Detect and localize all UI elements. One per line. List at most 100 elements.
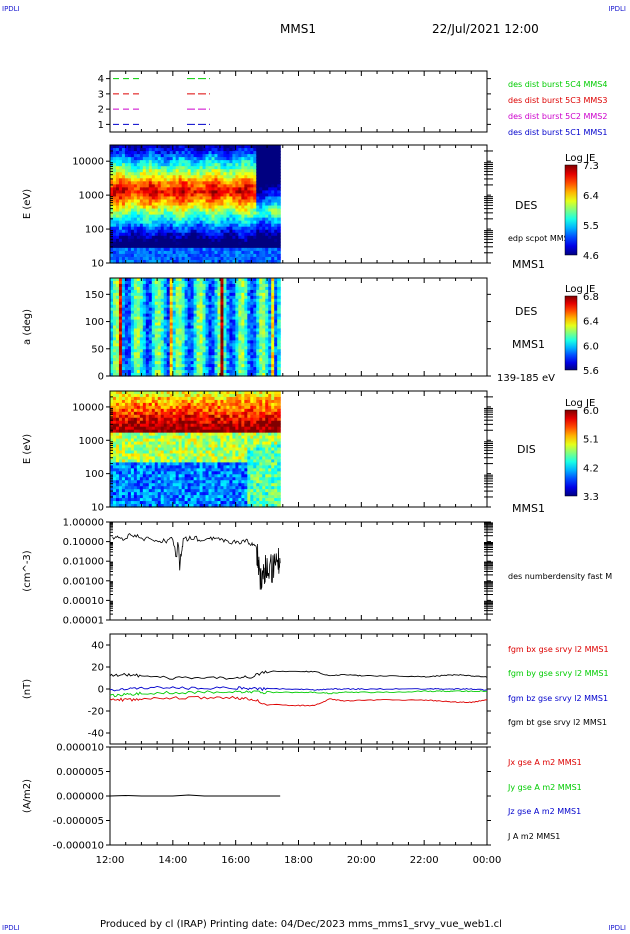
des-energy-cell: [121, 196, 126, 201]
des-energy-cell: [124, 214, 129, 219]
des-energy-cell: [223, 226, 228, 231]
des-energy-cell: [241, 193, 245, 198]
des-energy-cell: [151, 199, 156, 204]
des-energy-cell: [268, 199, 272, 204]
des-energy-cell: [181, 238, 186, 243]
dis-energy-cell: [127, 477, 132, 481]
des-pitch-cell: [110, 295, 114, 300]
dis-energy-cell: [127, 405, 132, 410]
des-energy-cell: [169, 241, 174, 246]
des-energy-cell: [265, 223, 269, 228]
des-energy-cell: [160, 232, 165, 237]
des-energy-cell: [142, 247, 147, 252]
des-energy-cell: [223, 178, 228, 182]
des-energy-cell: [214, 187, 219, 191]
dis-energy-cell: [136, 420, 141, 425]
des-pitch-cell: [151, 337, 156, 341]
dis-energy-cell: [124, 408, 129, 413]
des-pitch-cell: [163, 286, 168, 291]
des-pitch-cell: [172, 298, 177, 303]
des-pitch-cell: [244, 292, 248, 297]
des-pitch-cell: [238, 337, 242, 341]
des-energy-cell: [274, 169, 278, 173]
dis-energy-cell: [139, 420, 144, 425]
des-energy-cell: [187, 241, 192, 246]
des-energy-cell: [181, 232, 186, 237]
des-energy-cell: [184, 229, 189, 234]
des-energy-cell: [217, 235, 222, 240]
des-energy-cell: [160, 184, 165, 188]
des-pitch-cell: [169, 340, 174, 344]
des-energy-cell: [148, 172, 153, 176]
des-energy-cell: [238, 160, 242, 164]
des-energy-cell: [166, 193, 171, 198]
dis-energy-cell: [136, 402, 141, 407]
des-pitch-cell: [211, 343, 216, 347]
des-pitch-cell: [172, 325, 177, 330]
des-pitch-cell: [178, 280, 183, 285]
des-energy-cell: [262, 169, 266, 173]
des-energy-cell: [127, 235, 132, 240]
des-energy-cell: [208, 160, 213, 164]
des-energy-cell: [145, 202, 150, 207]
des-energy-cell: [253, 256, 257, 261]
des-pitch-cell: [250, 289, 254, 294]
dis-energy-cell: [139, 456, 144, 461]
des-energy-cell: [250, 217, 254, 222]
des-energy-cell: [247, 184, 251, 188]
des-energy-cell: [112, 211, 117, 216]
des-energy-cell: [163, 250, 168, 255]
des-energy-cell: [247, 193, 251, 198]
des-pitch-cell: [139, 319, 144, 324]
dis-energy-cell: [142, 498, 147, 502]
des-energy-cell: [139, 196, 144, 201]
des-energy-cell: [253, 229, 257, 234]
des-pitch-cell: [145, 280, 150, 285]
des-pitch-cell: [262, 331, 266, 336]
des-energy-cell: [247, 217, 251, 222]
des-energy-cell: [157, 229, 162, 234]
des-energy-cell: [211, 193, 216, 198]
des-pitch-cell: [259, 278, 263, 282]
des-energy-cell: [181, 148, 186, 152]
dis-energy-cell: [110, 486, 114, 490]
des-energy-cell: [247, 238, 251, 243]
des-pitch-cell: [259, 352, 263, 356]
des-energy-cell: [127, 166, 132, 170]
des-energy-cell: [175, 169, 180, 173]
des-pitch-cell: [127, 278, 132, 282]
des-pitch-cell: [271, 298, 275, 303]
des-pitch-cell: [118, 289, 123, 294]
des-energy-cell: [175, 250, 180, 255]
des-pitch-cell: [145, 361, 150, 365]
dis-energy-cell: [112, 480, 117, 484]
des-pitch-cell: [136, 307, 141, 312]
dis-energy-cell: [133, 474, 138, 478]
des-pitch-cell: [214, 289, 219, 294]
des-pitch-cell: [151, 328, 156, 333]
des-energy-cell: [181, 145, 186, 149]
des-energy-cell: [115, 229, 120, 234]
des-energy-cell: [157, 184, 162, 188]
des-pitch-y-label: 0: [98, 372, 104, 383]
des-energy-cell: [160, 190, 165, 195]
des-energy-cell: [202, 256, 207, 261]
des-pitch-cell: [157, 322, 162, 327]
des-energy-cell: [214, 253, 219, 258]
datetime-title: 22/Jul/2021 12:00: [432, 22, 539, 36]
dis-energy-cell: [142, 456, 147, 461]
des-pitch-cell: [133, 283, 138, 288]
des-pitch-cell: [115, 331, 120, 336]
des-energy-cell: [151, 253, 156, 258]
dis-energy-cell: [139, 441, 144, 446]
des-pitch-cell: [193, 361, 198, 365]
des-energy-cell: [205, 154, 210, 158]
des-energy-cell: [157, 154, 162, 158]
des-energy-cell: [208, 220, 213, 225]
dis-energy-cell: [110, 411, 114, 416]
des-pitch-cell: [196, 313, 201, 318]
des-energy-cell: [187, 247, 192, 252]
des-pitch-cell: [157, 313, 162, 318]
dis-energy-cell: [127, 456, 132, 461]
des-energy-cell: [244, 196, 248, 201]
